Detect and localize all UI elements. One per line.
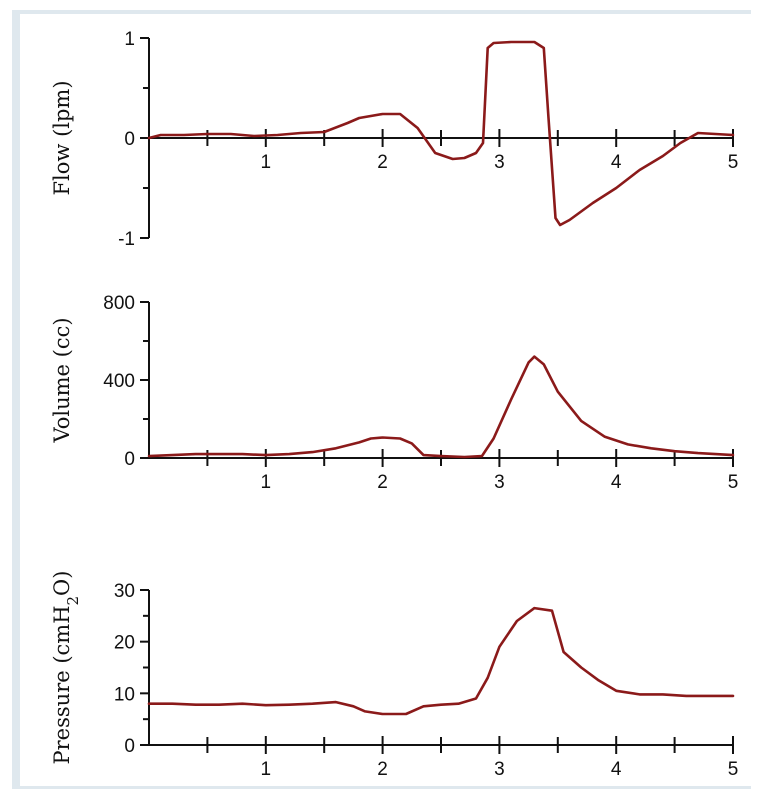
volume-y-axis-label: Volume (cc) bbox=[50, 317, 74, 443]
pressure-y-tick-label: 30 bbox=[114, 581, 135, 602]
pressure-chart: 0 10 20 30 1 2 3 4 5 Pressure (cmH2O) bbox=[50, 571, 738, 780]
flow-x-tick-label: 3 bbox=[494, 152, 505, 173]
volume-x-tick-label: 3 bbox=[494, 472, 505, 493]
pressure-x-tick-label: 1 bbox=[261, 759, 272, 780]
flow-x-tick-label: 5 bbox=[728, 152, 739, 173]
pressure-y-axis-label: Pressure (cmH2O) bbox=[50, 571, 82, 765]
pressure-x-tick-label: 5 bbox=[728, 759, 739, 780]
flow-x-tick-label: 1 bbox=[261, 152, 272, 173]
flow-x-tick-label: 4 bbox=[611, 152, 622, 173]
volume-x-tick-label: 4 bbox=[611, 472, 622, 493]
flow-y-tick-label: -1 bbox=[118, 229, 135, 250]
pressure-series-line bbox=[147, 606, 735, 716]
pressure-x-tick-label: 2 bbox=[377, 759, 388, 780]
volume-y-tick-label: 800 bbox=[103, 293, 135, 314]
caption-strip bbox=[0, 0, 763, 10]
pressure-y-tick-label: 0 bbox=[124, 736, 135, 757]
flow-series-line bbox=[147, 40, 735, 227]
flow-x-tick-label: 2 bbox=[377, 152, 388, 173]
pressure-x-tick-label: 4 bbox=[611, 759, 622, 780]
waveform-charts: -1 0 1 1 2 3 4 5 Flow (lpm) 0 400 800 1 2 3 4 5 Volume (c… bbox=[50, 29, 738, 780]
volume-y-tick-label: 400 bbox=[103, 371, 135, 392]
flow-chart: -1 0 1 1 2 3 4 5 Flow (lpm) bbox=[50, 29, 738, 250]
volume-y-tick-label: 0 bbox=[124, 449, 135, 470]
volume-x-tick-label: 5 bbox=[728, 472, 739, 493]
pressure-y-tick-label: 20 bbox=[114, 633, 135, 654]
pressure-x-tick-label: 3 bbox=[494, 759, 505, 780]
volume-chart: 0 400 800 1 2 3 4 5 Volume (cc) bbox=[50, 293, 738, 493]
plot-area: -1 0 1 1 2 3 4 5 Flow (lpm) 0 400 800 1 2 3 4 5 Volume (c… bbox=[20, 14, 752, 786]
pressure-y-tick-label: 10 bbox=[114, 684, 135, 705]
flow-y-tick-label: 0 bbox=[124, 129, 135, 150]
volume-x-tick-label: 1 bbox=[261, 472, 272, 493]
volume-series-line bbox=[147, 355, 735, 459]
flow-y-axis-label: Flow (lpm) bbox=[50, 80, 74, 195]
volume-x-tick-label: 2 bbox=[377, 472, 388, 493]
flow-y-tick-label: 1 bbox=[124, 29, 135, 50]
